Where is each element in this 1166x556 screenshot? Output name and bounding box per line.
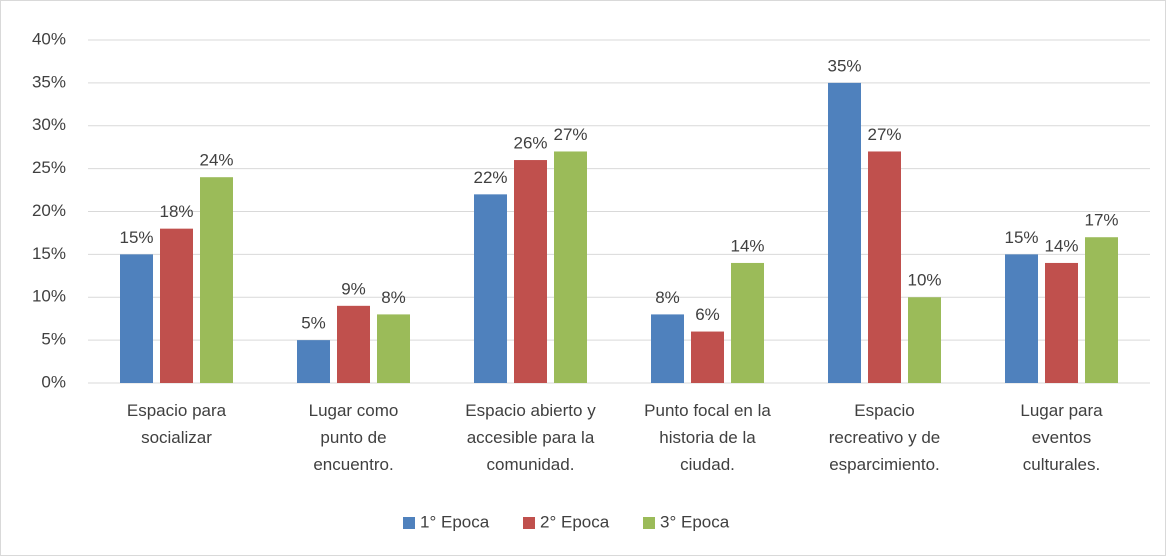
bar <box>1005 254 1038 383</box>
y-tick-label: 10% <box>32 287 66 306</box>
y-tick-label: 20% <box>32 201 66 220</box>
x-tick-label-line: socializar <box>141 428 212 447</box>
x-tick-label-line: encuentro. <box>313 455 393 474</box>
data-label: 14% <box>1044 236 1078 255</box>
bar <box>731 262 764 383</box>
x-tick-label: Espacio abierto y accesible para la comuni… <box>465 401 596 474</box>
x-tick-label-line: esparcimiento. <box>829 455 940 474</box>
data-label: 22% <box>473 168 507 187</box>
x-tick-label-line: historia de la <box>659 428 756 447</box>
legend-swatch <box>523 517 535 529</box>
data-label: 24% <box>199 151 233 170</box>
bar <box>1045 262 1078 383</box>
x-tick-label-line: comunidad. <box>487 455 575 474</box>
legend-label: 1° Epoca <box>420 512 490 531</box>
x-tick-label: Lugar para eventos culturales. <box>1020 401 1103 474</box>
bar <box>868 151 901 383</box>
data-label: 15% <box>119 228 153 247</box>
data-label: 17% <box>1084 211 1118 230</box>
data-label: 9% <box>341 279 366 298</box>
legend-swatch <box>403 517 415 529</box>
x-tick-label-line: culturales. <box>1023 455 1100 474</box>
data-label: 8% <box>381 288 406 307</box>
data-label: 35% <box>827 56 861 75</box>
legend-label: 2° Epoca <box>540 512 610 531</box>
bar <box>474 194 507 383</box>
y-tick-label: 15% <box>32 244 66 263</box>
x-tick-label-line: accesible para la <box>467 428 595 447</box>
x-tick-label: Espacio recreativo y de esparcimiento. <box>829 401 941 474</box>
bar <box>200 177 233 383</box>
bar <box>297 340 330 383</box>
y-tick-label: 30% <box>32 115 66 134</box>
x-tick-label: Punto focal en la historia de la ciudad. <box>644 401 771 474</box>
y-tick-label: 0% <box>41 372 66 391</box>
legend-swatch <box>643 517 655 529</box>
bar <box>828 82 861 383</box>
bar <box>691 331 724 383</box>
data-label: 26% <box>513 134 547 153</box>
y-tick-label: 5% <box>41 330 66 349</box>
bar <box>120 254 153 383</box>
x-tick-label-line: ciudad. <box>680 455 735 474</box>
x-tick-label-line: Lugar como <box>309 401 399 420</box>
data-label: 14% <box>730 236 764 255</box>
x-tick-label-line: eventos <box>1032 428 1092 447</box>
bar <box>514 160 547 383</box>
x-tick-label-line: punto de <box>320 428 386 447</box>
x-tick-label: Lugar como punto de encuentro. <box>309 401 399 474</box>
bar <box>651 314 684 383</box>
x-tick-label-line: Lugar para <box>1020 401 1103 420</box>
legend-label: 3° Epoca <box>660 512 730 531</box>
x-tick-label-line: Espacio para <box>127 401 227 420</box>
x-tick-label-line: Punto focal en la <box>644 401 771 420</box>
data-label: 27% <box>553 125 587 144</box>
bar <box>160 228 193 383</box>
data-label: 6% <box>695 305 720 324</box>
bar <box>377 314 410 383</box>
y-tick-label: 25% <box>32 158 66 177</box>
bar <box>554 151 587 383</box>
bar <box>1085 237 1118 383</box>
y-tick-label: 40% <box>32 29 66 48</box>
data-label: 8% <box>655 288 680 307</box>
x-tick-label-line: Espacio abierto y <box>465 401 596 420</box>
data-label: 27% <box>867 125 901 144</box>
bar <box>337 305 370 383</box>
x-tick-label-line: Espacio <box>854 401 914 420</box>
bar <box>908 297 941 383</box>
y-tick-label: 35% <box>32 72 66 91</box>
x-tick-label-line: recreativo y de <box>829 428 941 447</box>
data-label: 15% <box>1004 228 1038 247</box>
data-label: 18% <box>159 202 193 221</box>
x-tick-label: Espacio para socializar <box>127 401 227 447</box>
data-label: 10% <box>907 271 941 290</box>
data-label: 5% <box>301 314 326 333</box>
